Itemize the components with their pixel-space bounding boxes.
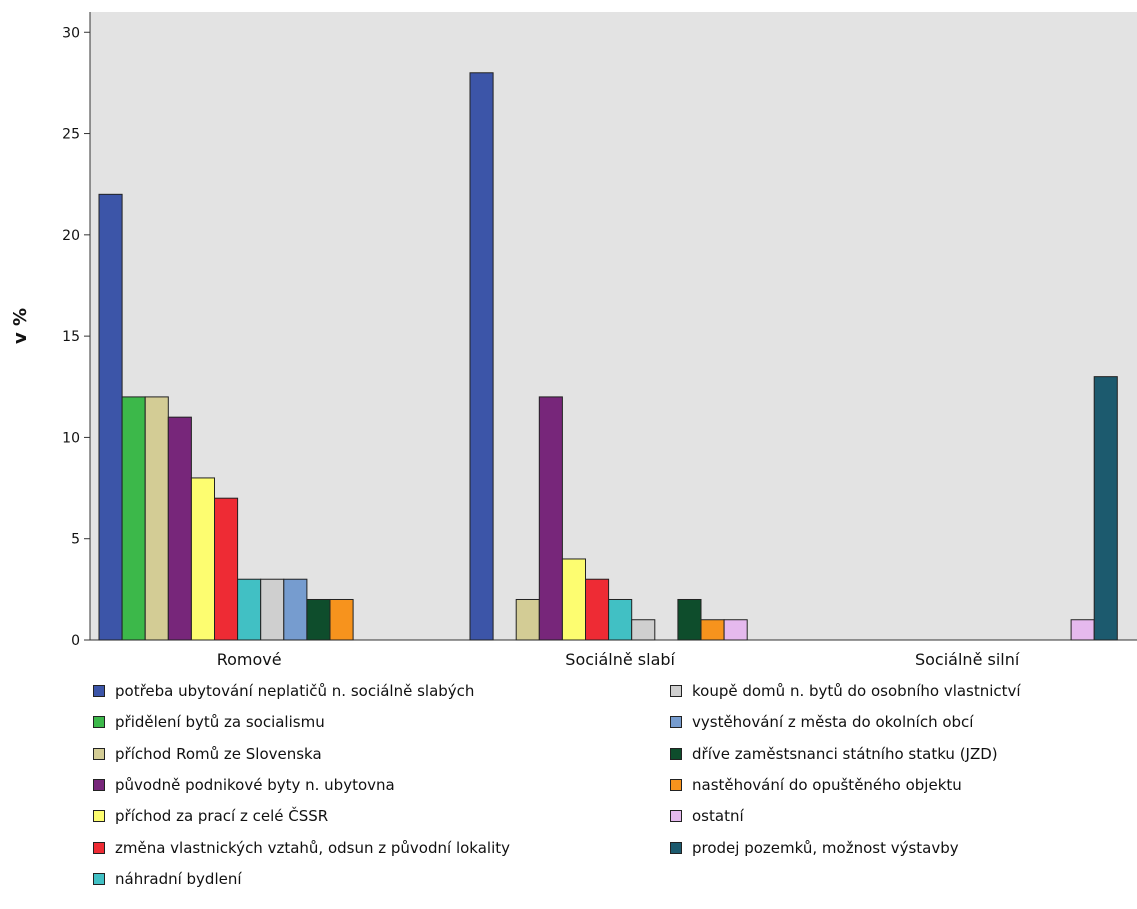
bar bbox=[608, 598, 633, 641]
y-tick-label: 5 bbox=[71, 532, 80, 548]
bar bbox=[1070, 619, 1095, 641]
bar bbox=[585, 578, 610, 641]
bar bbox=[700, 619, 725, 641]
x-tick-label: Sociálně silní bbox=[915, 650, 1020, 669]
bar bbox=[306, 598, 331, 641]
bars bbox=[98, 72, 1118, 641]
y-tick-label: 30 bbox=[62, 25, 80, 41]
bar bbox=[260, 578, 285, 641]
axes: 0 5 10 15 20 25 30 Romové Sociálně slabí Sociálně… bbox=[62, 12, 1137, 669]
x-tick-label: Romové bbox=[217, 650, 282, 669]
y-axis-label: v % bbox=[10, 308, 31, 344]
bar bbox=[121, 396, 146, 641]
bar bbox=[677, 598, 702, 641]
bar bbox=[561, 558, 587, 641]
bar bbox=[723, 619, 748, 641]
bar bbox=[237, 578, 262, 641]
bar bbox=[538, 396, 563, 641]
x-tick-label: Sociálně slabí bbox=[565, 650, 675, 669]
bar bbox=[167, 416, 192, 641]
y-tick-label: 25 bbox=[62, 127, 80, 143]
bar bbox=[515, 598, 540, 641]
bar bbox=[214, 497, 239, 641]
y-tick-label: 15 bbox=[62, 329, 80, 345]
plot-area bbox=[90, 12, 1137, 640]
bar bbox=[144, 396, 169, 641]
y-tick-label: 20 bbox=[62, 228, 80, 244]
bar bbox=[1093, 376, 1118, 641]
bar bbox=[283, 578, 308, 641]
bar bbox=[631, 619, 656, 641]
bar bbox=[469, 72, 494, 641]
y-tick-label: 0 bbox=[71, 633, 80, 649]
bar bbox=[190, 477, 215, 641]
y-tick-label: 10 bbox=[62, 430, 80, 446]
bar bbox=[329, 598, 354, 641]
bar bbox=[98, 193, 123, 641]
